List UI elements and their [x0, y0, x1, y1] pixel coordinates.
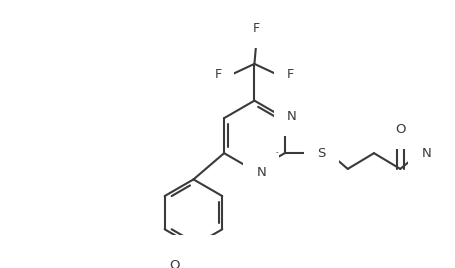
Text: O: O — [395, 123, 405, 136]
Text: F: F — [253, 23, 260, 35]
Text: N: N — [422, 147, 431, 160]
Text: S: S — [317, 147, 326, 160]
Text: N: N — [287, 110, 297, 123]
Text: N: N — [257, 166, 266, 179]
Text: F: F — [287, 69, 294, 81]
Text: F: F — [215, 69, 222, 81]
Text: O: O — [169, 259, 179, 268]
